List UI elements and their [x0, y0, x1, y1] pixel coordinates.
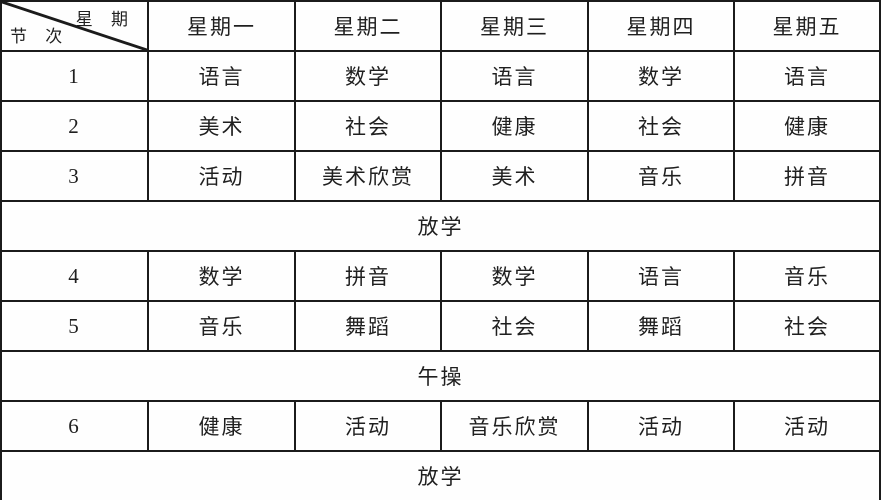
table-row-period-6: 6 健康 活动 音乐欣赏 活动 活动 [0, 400, 881, 452]
period-number: 4 [0, 250, 149, 302]
subject-cell: 拼音 [733, 150, 881, 202]
subject-cell: 健康 [440, 100, 589, 152]
day-header-thursday: 星期四 [587, 0, 735, 52]
table-row-period-3: 3 活动 美术欣赏 美术 音乐 拼音 [0, 150, 881, 202]
subject-cell: 活动 [147, 150, 296, 202]
subject-cell: 语言 [147, 50, 296, 102]
header-row: 星 期 节 次 星期一 星期二 星期三 星期四 星期五 [0, 0, 881, 52]
break-cell-dismissal: 放学 [0, 200, 881, 252]
subject-cell: 音乐 [147, 300, 296, 352]
period-number: 2 [0, 100, 149, 152]
subject-cell: 数学 [587, 50, 735, 102]
subject-cell: 健康 [147, 400, 296, 452]
subject-cell: 社会 [294, 100, 442, 152]
corner-period-label: 节 次 [10, 27, 70, 46]
corner-cell: 星 期 节 次 [0, 0, 149, 52]
subject-cell: 社会 [587, 100, 735, 152]
diagonal-divider-line [2, 2, 147, 50]
table-row-break-dismissal-2: 放学 [0, 450, 881, 500]
subject-cell: 活动 [294, 400, 442, 452]
table-row-break-noon-exercise: 午操 [0, 350, 881, 402]
subject-cell: 活动 [587, 400, 735, 452]
subject-cell: 美术欣赏 [294, 150, 442, 202]
table-row-period-4: 4 数学 拼音 数学 语言 音乐 [0, 250, 881, 302]
subject-cell: 社会 [733, 300, 881, 352]
day-header-friday: 星期五 [733, 0, 881, 52]
period-number: 5 [0, 300, 149, 352]
subject-cell: 数学 [147, 250, 296, 302]
corner-week-label: 星 期 [75, 10, 135, 29]
subject-cell: 音乐 [733, 250, 881, 302]
table-row-period-1: 1 语言 数学 语言 数学 语言 [0, 50, 881, 102]
subject-cell: 语言 [733, 50, 881, 102]
day-header-wednesday: 星期三 [440, 0, 589, 52]
subject-cell: 拼音 [294, 250, 442, 302]
subject-cell: 数学 [440, 250, 589, 302]
subject-cell: 美术 [147, 100, 296, 152]
period-number: 1 [0, 50, 149, 102]
table-row-period-2: 2 美术 社会 健康 社会 健康 [0, 100, 881, 152]
period-number: 3 [0, 150, 149, 202]
subject-cell: 健康 [733, 100, 881, 152]
table-row-break-dismissal-1: 放学 [0, 200, 881, 252]
day-header-tuesday: 星期二 [294, 0, 442, 52]
subject-cell: 语言 [587, 250, 735, 302]
subject-cell: 音乐 [587, 150, 735, 202]
day-header-monday: 星期一 [147, 0, 296, 52]
subject-cell: 活动 [733, 400, 881, 452]
break-cell-noon-exercise: 午操 [0, 350, 881, 402]
break-cell-dismissal: 放学 [0, 450, 881, 500]
subject-cell: 数学 [294, 50, 442, 102]
table-row-period-5: 5 音乐 舞蹈 社会 舞蹈 社会 [0, 300, 881, 352]
period-number: 6 [0, 400, 149, 452]
subject-cell: 语言 [440, 50, 589, 102]
subject-cell: 美术 [440, 150, 589, 202]
subject-cell: 社会 [440, 300, 589, 352]
subject-cell: 舞蹈 [294, 300, 442, 352]
subject-cell: 舞蹈 [587, 300, 735, 352]
subject-cell: 音乐欣赏 [440, 400, 589, 452]
